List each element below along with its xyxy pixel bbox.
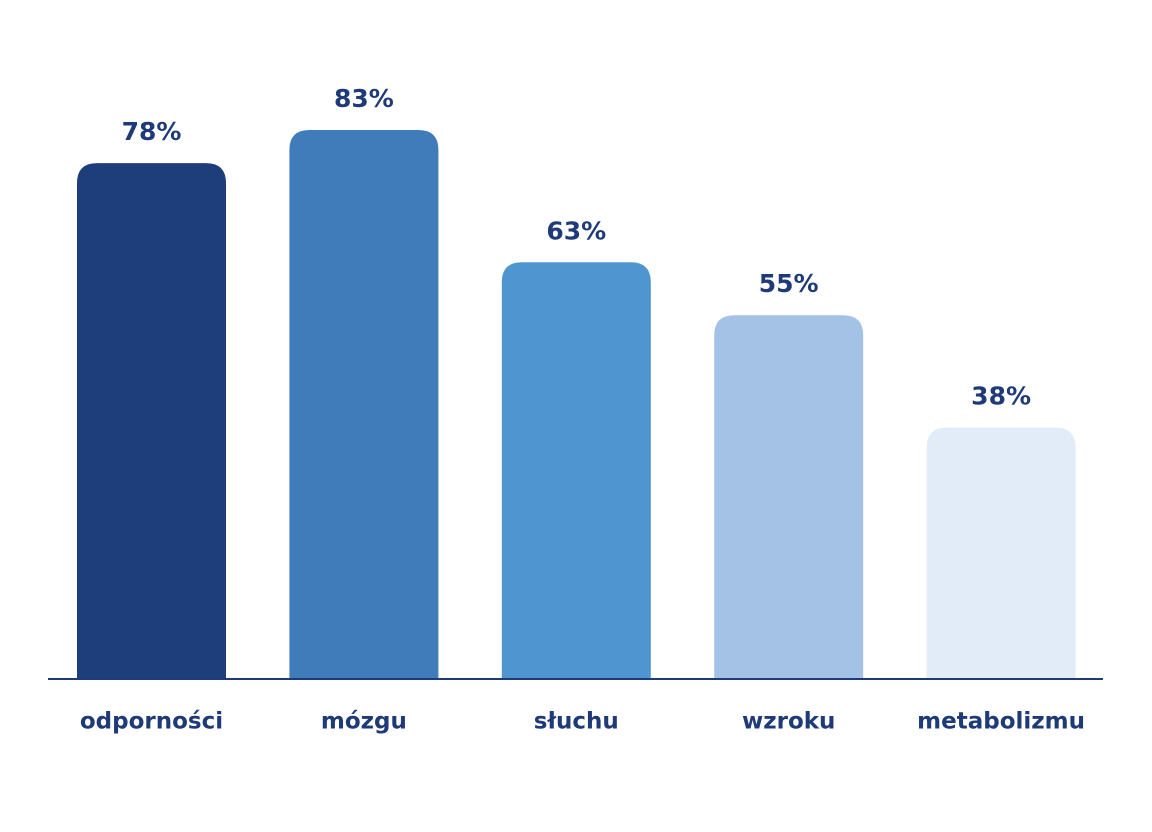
bar (714, 315, 864, 679)
bar (289, 130, 439, 679)
x-tick-label: odporności (80, 709, 223, 735)
bar (77, 163, 226, 680)
bar (926, 427, 1076, 679)
x-tick-label: słuchu (534, 709, 619, 735)
x-tick-label: mózgu (321, 709, 407, 735)
value-label: 63% (546, 216, 606, 245)
bar (501, 262, 651, 679)
value-label: 38% (971, 382, 1031, 411)
value-label: 55% (759, 269, 819, 298)
value-label: 78% (122, 117, 182, 146)
x-tick-label: metabolizmu (917, 709, 1085, 735)
x-tick-label: wzroku (742, 709, 835, 735)
value-label: 83% (334, 84, 394, 113)
